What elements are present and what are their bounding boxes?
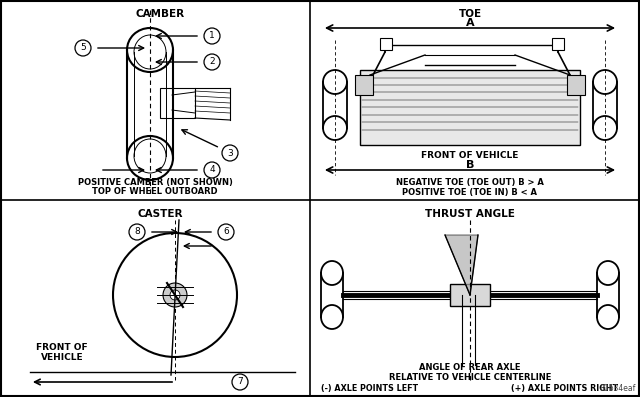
Bar <box>450 284 490 306</box>
Bar <box>567 75 585 95</box>
Text: 6: 6 <box>223 227 229 237</box>
Text: CASTER: CASTER <box>137 209 183 219</box>
Ellipse shape <box>323 70 347 94</box>
Text: 80b34eaf: 80b34eaf <box>600 384 636 393</box>
Ellipse shape <box>597 305 619 329</box>
Ellipse shape <box>593 116 617 140</box>
Circle shape <box>222 145 238 161</box>
Text: CAMBER: CAMBER <box>136 9 184 19</box>
Ellipse shape <box>593 70 617 94</box>
Text: 7: 7 <box>237 378 243 387</box>
Text: 4: 4 <box>209 166 215 175</box>
Bar <box>552 38 564 50</box>
Ellipse shape <box>321 305 343 329</box>
Circle shape <box>204 54 220 70</box>
Text: 3: 3 <box>227 148 233 158</box>
Text: TOE: TOE <box>458 9 481 19</box>
Bar <box>380 38 392 50</box>
Text: POSITIVE TOE (TOE IN) B < A: POSITIVE TOE (TOE IN) B < A <box>403 187 538 197</box>
Text: 5: 5 <box>80 44 86 52</box>
Circle shape <box>218 224 234 240</box>
Ellipse shape <box>127 28 173 72</box>
Bar <box>360 70 580 145</box>
Circle shape <box>129 224 145 240</box>
Circle shape <box>163 283 187 307</box>
Bar <box>355 75 373 95</box>
Text: 2: 2 <box>209 58 215 67</box>
Text: FRONT OF VEHICLE: FRONT OF VEHICLE <box>421 150 518 160</box>
Ellipse shape <box>323 116 347 140</box>
Text: POSITIVE CAMBER (NOT SHOWN): POSITIVE CAMBER (NOT SHOWN) <box>77 179 232 187</box>
Circle shape <box>204 28 220 44</box>
Bar <box>321 273 343 317</box>
Bar <box>160 88 195 118</box>
Text: 1: 1 <box>209 31 215 40</box>
Text: TOP OF WHEEL OUTBOARD: TOP OF WHEEL OUTBOARD <box>92 187 218 197</box>
Circle shape <box>232 374 248 390</box>
Text: NEGATIVE TOE (TOE OUT) B > A: NEGATIVE TOE (TOE OUT) B > A <box>396 177 544 187</box>
Ellipse shape <box>321 261 343 285</box>
Bar <box>127 50 173 158</box>
Text: B: B <box>466 160 474 170</box>
Text: (+) AXLE POINTS RIGHT: (+) AXLE POINTS RIGHT <box>511 384 619 393</box>
Bar <box>597 273 619 317</box>
Text: THRUST ANGLE: THRUST ANGLE <box>425 209 515 219</box>
Text: A: A <box>466 18 474 28</box>
Circle shape <box>170 290 180 300</box>
Circle shape <box>75 40 91 56</box>
Text: ANGLE OF REAR AXLE: ANGLE OF REAR AXLE <box>419 364 521 372</box>
Bar <box>323 82 347 128</box>
Ellipse shape <box>597 261 619 285</box>
Ellipse shape <box>127 136 173 180</box>
Text: 8: 8 <box>134 227 140 237</box>
Circle shape <box>113 233 237 357</box>
Text: RELATIVE TO VEHICLE CENTERLINE: RELATIVE TO VEHICLE CENTERLINE <box>389 374 551 382</box>
Text: (-) AXLE POINTS LEFT: (-) AXLE POINTS LEFT <box>321 384 419 393</box>
Text: FRONT OF: FRONT OF <box>36 343 88 353</box>
Text: VEHICLE: VEHICLE <box>41 353 83 362</box>
Circle shape <box>204 162 220 178</box>
Polygon shape <box>445 235 478 295</box>
Bar <box>593 82 617 128</box>
